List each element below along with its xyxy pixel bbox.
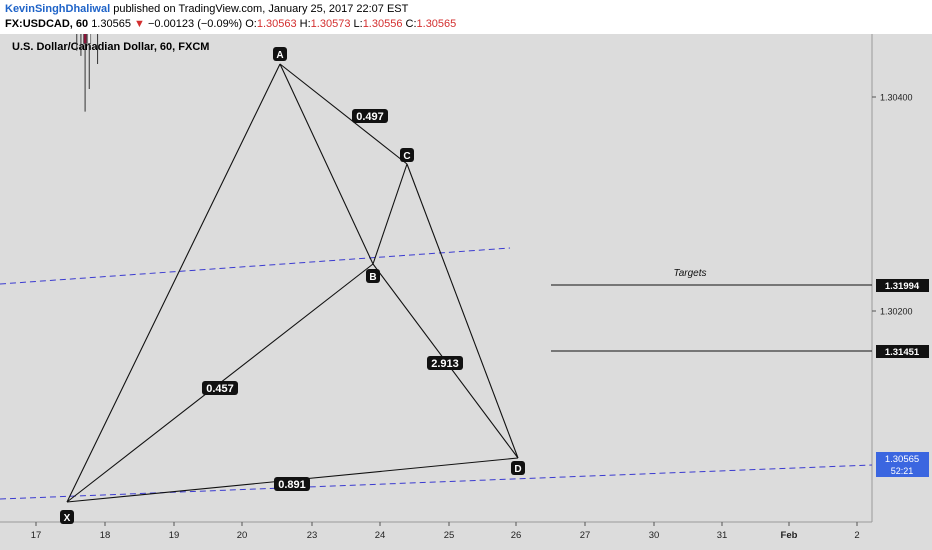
upper-channel-line[interactable] bbox=[0, 247, 511, 285]
x-tick-label: Feb bbox=[781, 530, 798, 541]
open-label: O: bbox=[245, 18, 257, 30]
author-link[interactable]: KevinSinghDhaliwal bbox=[5, 3, 111, 15]
countdown-badge bbox=[876, 465, 929, 477]
open-value: 1.30563 bbox=[256, 18, 297, 30]
ratio-box-xd bbox=[274, 477, 310, 491]
last-price-badge-text: 1.30565 bbox=[885, 454, 919, 465]
target-badge-1-text: 1.31994 bbox=[885, 281, 920, 292]
point-box-a bbox=[273, 47, 287, 61]
price-axis-badges: 1.31994 1.31451 1.30565 52:21 bbox=[876, 279, 929, 477]
price-change: −0.00123 (−0.09%) bbox=[147, 18, 243, 30]
down-arrow-icon: ▼ bbox=[134, 18, 145, 30]
price-chart[interactable]: U.S. Dollar/Canadian Dollar, 60, FXCM 1.… bbox=[0, 34, 932, 550]
ratio-xd: 0.891 bbox=[278, 479, 306, 491]
ratio-box-ac bbox=[352, 109, 388, 123]
x-axis-ticks: 17 18 19 20 23 24 25 26 27 30 31 Feb 2 bbox=[31, 522, 860, 541]
point-d: D bbox=[514, 464, 521, 475]
x-tick-label: 24 bbox=[375, 530, 386, 541]
last-price-badge bbox=[876, 452, 929, 465]
y-axis-ticks: 1.30400 1.30200 bbox=[872, 93, 913, 317]
leg-ac bbox=[279, 63, 408, 165]
point-a: A bbox=[276, 50, 283, 61]
pattern-point-labels: A B C D X bbox=[60, 47, 525, 524]
x-tick-label: 20 bbox=[237, 530, 248, 541]
close-label: C: bbox=[405, 18, 417, 30]
candle-body bbox=[83, 34, 87, 44]
ratio-xb: 0.457 bbox=[206, 383, 234, 395]
leg-bc bbox=[372, 163, 408, 265]
high-label: H: bbox=[299, 18, 311, 30]
x-tick-label: 31 bbox=[717, 530, 728, 541]
ratio-ac: 0.497 bbox=[356, 111, 384, 123]
target-badge-2-text: 1.31451 bbox=[885, 347, 920, 358]
point-box-b bbox=[366, 269, 380, 283]
low-value: 1.30556 bbox=[362, 18, 403, 30]
plot-background bbox=[0, 34, 872, 522]
ratio-box-xb bbox=[202, 381, 238, 395]
ratio-bd: 2.913 bbox=[431, 358, 459, 370]
targets-label: Targets bbox=[674, 268, 707, 279]
time-axis bbox=[0, 522, 872, 550]
x-tick-label: 25 bbox=[444, 530, 455, 541]
x-tick-label: 19 bbox=[169, 530, 180, 541]
last-price: 1.30565 bbox=[91, 18, 131, 30]
x-tick-label: 17 bbox=[31, 530, 42, 541]
point-box-x bbox=[60, 510, 74, 524]
target-badge-1 bbox=[876, 279, 929, 292]
target-badge-2 bbox=[876, 345, 929, 358]
leg-xa bbox=[66, 63, 281, 503]
y-tick-label: 1.30200 bbox=[880, 307, 913, 317]
point-box-c bbox=[400, 148, 414, 162]
point-c: C bbox=[403, 151, 410, 162]
leg-cd bbox=[406, 163, 519, 459]
ohlc-line: FX:USDCAD, 60 1.30565 ▼ −0.00123 (−0.09%… bbox=[5, 18, 456, 30]
publish-info: published on TradingView.com, January 25… bbox=[113, 3, 409, 15]
close-value: 1.30565 bbox=[416, 18, 457, 30]
x-tick-label: 27 bbox=[580, 530, 591, 541]
point-box-d bbox=[511, 461, 525, 475]
x-tick-label: 2 bbox=[854, 530, 859, 541]
high-value: 1.30573 bbox=[310, 18, 351, 30]
candles-group bbox=[76, 34, 99, 112]
publish-line: KevinSinghDhaliwal published on TradingV… bbox=[5, 3, 408, 15]
y-tick-label: 1.30400 bbox=[880, 93, 913, 103]
candle-body bbox=[87, 34, 92, 44]
ratio-labels: 0.457 0.497 2.913 0.891 bbox=[202, 109, 463, 491]
x-tick-label: 26 bbox=[511, 530, 522, 541]
chart-title: U.S. Dollar/Canadian Dollar, 60, FXCM bbox=[12, 41, 209, 53]
ratio-box-bd bbox=[427, 356, 463, 370]
symbol-label[interactable]: FX:USDCAD, 60 bbox=[5, 18, 89, 30]
x-tick-label: 30 bbox=[649, 530, 660, 541]
x-tick-label: 18 bbox=[100, 530, 111, 541]
countdown-badge-text: 52:21 bbox=[891, 466, 914, 476]
leg-ab bbox=[279, 63, 374, 265]
lower-channel-line[interactable] bbox=[0, 464, 873, 500]
x-tick-label: 23 bbox=[307, 530, 318, 541]
chart-header: KevinSinghDhaliwal published on TradingV… bbox=[0, 0, 932, 34]
point-x: X bbox=[64, 513, 71, 524]
point-b: B bbox=[369, 272, 376, 283]
low-label: L: bbox=[353, 18, 363, 30]
